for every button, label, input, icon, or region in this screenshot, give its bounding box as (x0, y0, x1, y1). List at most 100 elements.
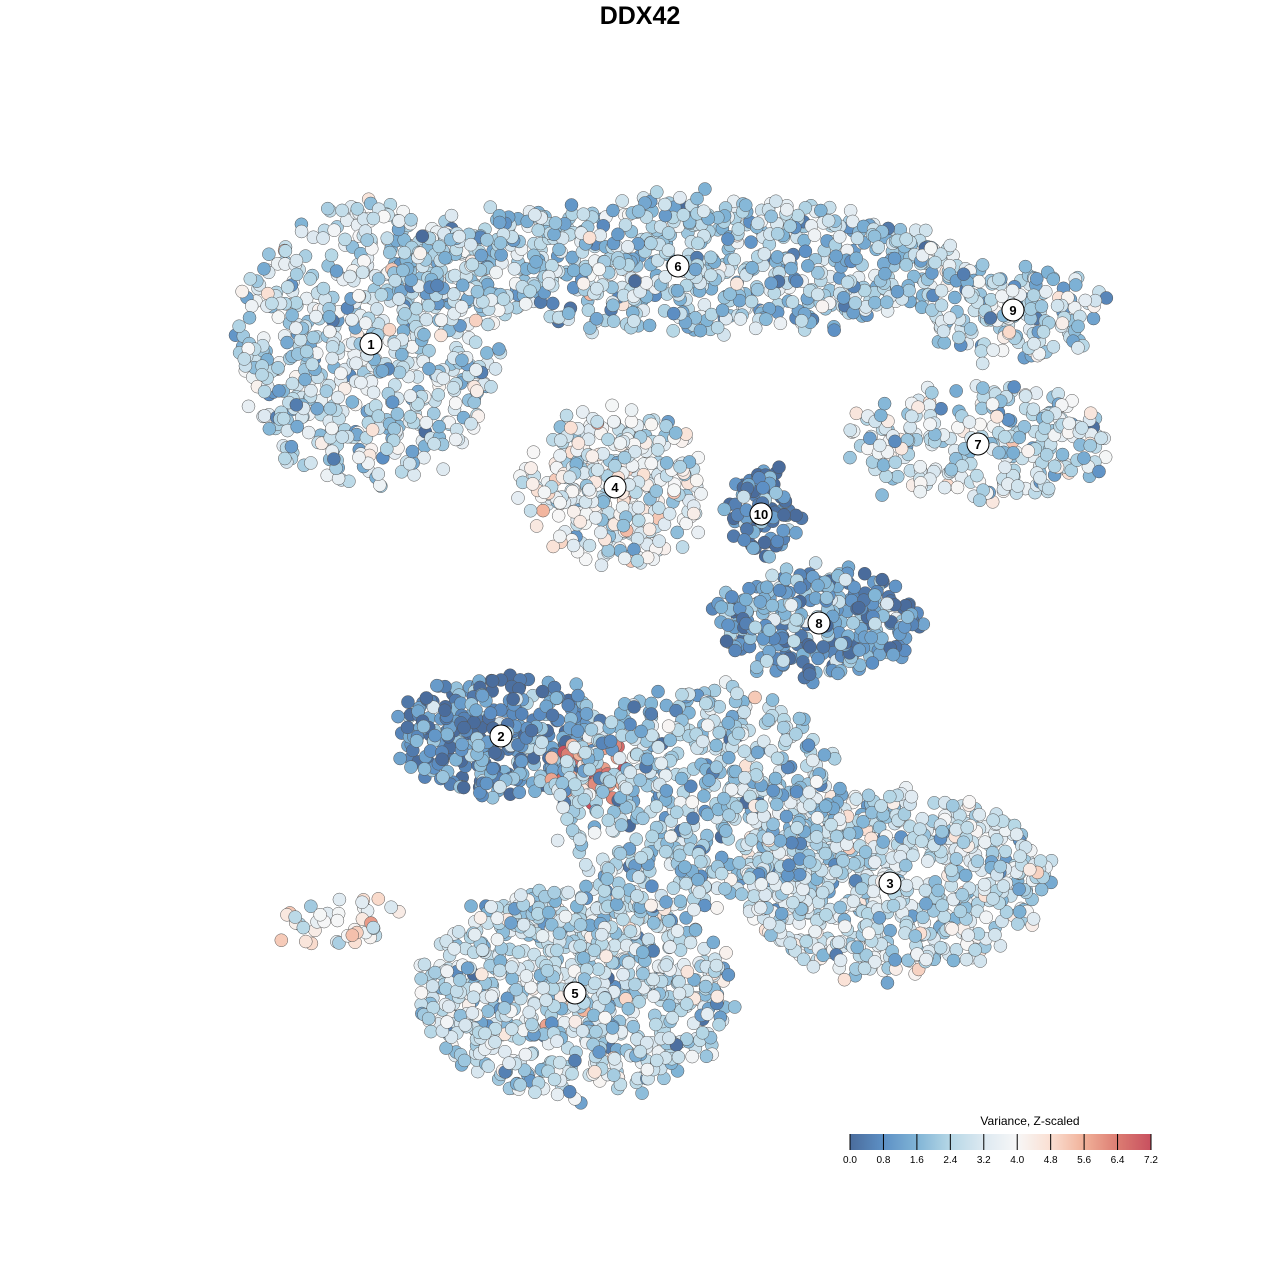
data-point (552, 926, 567, 941)
data-point (504, 960, 519, 974)
data-point (299, 344, 314, 359)
data-point (576, 951, 591, 965)
data-point (621, 240, 635, 254)
data-point (760, 580, 774, 594)
data-point (464, 899, 478, 913)
data-point (717, 502, 731, 517)
data-point (665, 1011, 679, 1025)
data-point (547, 885, 561, 900)
data-point (810, 287, 825, 302)
data-point (1033, 471, 1047, 485)
data-point (712, 1017, 726, 1032)
data-point (431, 387, 446, 402)
data-point (876, 835, 890, 849)
data-point (561, 885, 575, 900)
data-point (360, 233, 374, 247)
data-point (937, 336, 952, 350)
data-point (1077, 451, 1091, 465)
data-point (694, 487, 708, 501)
data-point (774, 906, 789, 921)
data-point (417, 957, 432, 972)
data-point (759, 312, 773, 326)
data-point (573, 515, 587, 529)
data-point (349, 356, 363, 371)
data-point (862, 926, 876, 941)
data-point (659, 456, 674, 470)
data-point (1027, 336, 1041, 351)
data-point (904, 789, 919, 804)
data-point (430, 278, 444, 293)
data-point (561, 306, 576, 321)
data-point (709, 760, 724, 774)
data-point (990, 409, 1004, 424)
data-point (415, 229, 430, 243)
data-point (504, 916, 518, 930)
data-point (628, 444, 642, 459)
data-point (631, 204, 646, 219)
data-point (868, 295, 882, 310)
data-point (605, 1021, 620, 1035)
data-point (404, 760, 418, 774)
data-point (687, 902, 701, 917)
data-point (631, 870, 646, 884)
data-point (761, 831, 776, 846)
data-point (519, 969, 534, 983)
data-point (730, 277, 744, 291)
data-point (731, 222, 746, 236)
data-point (419, 416, 434, 430)
data-point (366, 385, 381, 400)
data-point (498, 1044, 512, 1059)
data-point (950, 480, 965, 495)
data-point (611, 885, 625, 900)
data-point (899, 878, 914, 893)
data-point (900, 610, 915, 624)
data-point (290, 419, 304, 434)
data-point (600, 872, 614, 886)
data-point (776, 720, 791, 735)
data-point (761, 713, 776, 727)
data-point (380, 231, 394, 245)
data-point (455, 353, 469, 367)
data-point (793, 581, 807, 595)
data-point (807, 228, 822, 242)
data-point (888, 579, 903, 594)
data-point (868, 588, 882, 602)
data-point (304, 456, 318, 470)
data-point (614, 818, 629, 832)
data-point (575, 1024, 590, 1038)
data-point (371, 467, 386, 481)
data-point (562, 1084, 577, 1099)
data-point (1026, 912, 1041, 926)
data-point (794, 314, 809, 328)
data-point (747, 889, 761, 903)
data-point (661, 226, 676, 240)
data-point (550, 1034, 564, 1048)
data-point (553, 433, 568, 448)
data-point (956, 835, 971, 850)
data-point (920, 854, 935, 868)
data-point (582, 231, 597, 245)
data-point (688, 262, 703, 277)
data-point (588, 976, 602, 991)
data-point (436, 770, 450, 784)
data-point (626, 1019, 641, 1034)
data-point (525, 477, 540, 491)
data-point (658, 197, 672, 212)
data-point (662, 507, 677, 521)
data-point (642, 318, 657, 333)
data-point (765, 693, 780, 707)
data-point (428, 965, 442, 980)
data-point (475, 943, 490, 957)
data-point (526, 445, 541, 459)
data-point (278, 244, 293, 258)
data-point (977, 877, 992, 892)
data-point (899, 858, 913, 873)
data-point (801, 738, 816, 752)
data-point (1026, 402, 1041, 417)
data-point (365, 423, 380, 437)
data-point (416, 719, 431, 734)
data-point (956, 267, 971, 281)
data-point (789, 612, 804, 627)
data-point (1039, 448, 1054, 462)
data-point (413, 246, 427, 260)
